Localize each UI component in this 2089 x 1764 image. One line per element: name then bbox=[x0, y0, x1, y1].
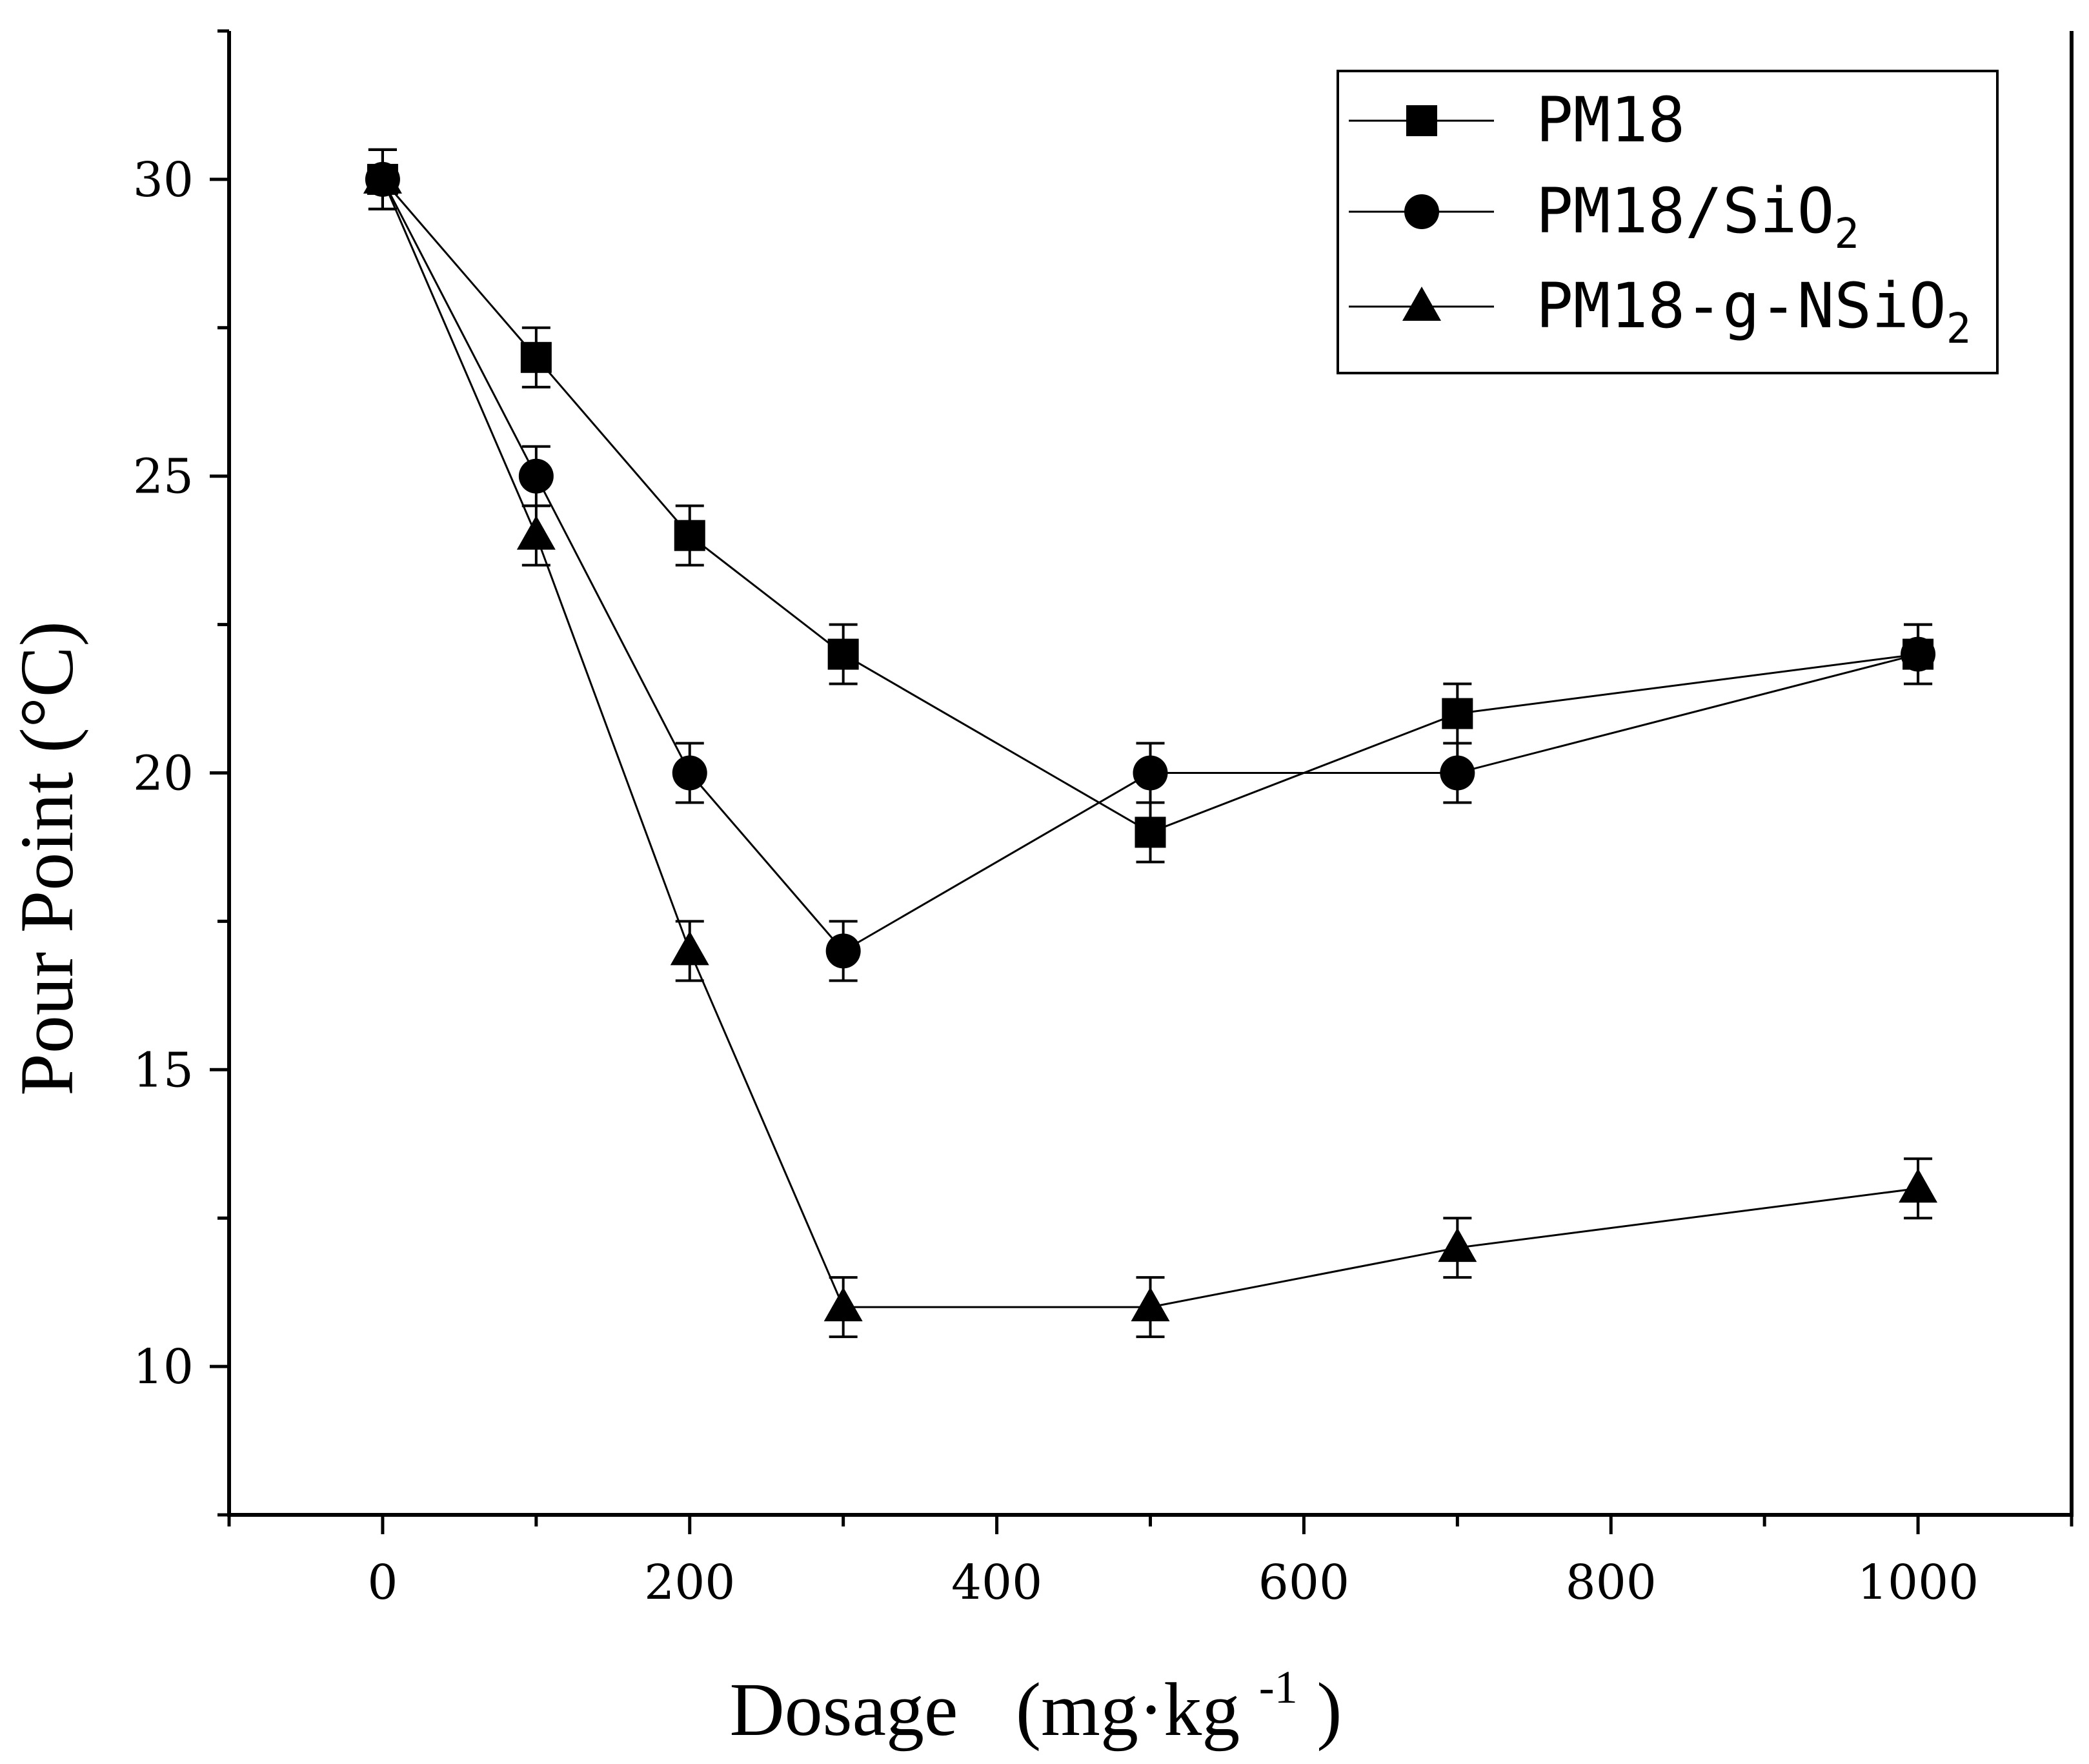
x-tick-label: 0 bbox=[367, 1555, 398, 1610]
data-point bbox=[827, 638, 859, 670]
legend-label: PM18-g-NSiO2 bbox=[1536, 270, 1971, 353]
x-tick-label: 200 bbox=[644, 1555, 735, 1610]
data-point bbox=[1440, 755, 1475, 791]
x-tick-label: 1000 bbox=[1857, 1555, 1979, 1610]
y-tick-label: 15 bbox=[133, 1042, 194, 1098]
data-point bbox=[1442, 698, 1473, 729]
legend-label: PM18 bbox=[1536, 84, 1685, 156]
x-axis: 0 200 400 600 800 1000 bbox=[227, 1515, 2074, 1610]
data-point bbox=[516, 515, 556, 550]
series-2 bbox=[365, 148, 1936, 982]
x-tick-label: 800 bbox=[1566, 1555, 1657, 1610]
data-point bbox=[825, 933, 861, 969]
data-point bbox=[670, 931, 709, 966]
y-tick-label: 20 bbox=[133, 746, 194, 802]
data-point bbox=[1899, 1168, 1938, 1203]
y-tick-label: 25 bbox=[133, 449, 194, 505]
data-point bbox=[1438, 1228, 1477, 1262]
legend-entry-1: PM18 bbox=[1349, 84, 1685, 156]
y-tick-label: 10 bbox=[133, 1339, 194, 1395]
legend-marker bbox=[1404, 194, 1439, 229]
data-point bbox=[520, 341, 552, 373]
legend-marker bbox=[1402, 287, 1441, 321]
x-axis-title-main: Dosage bbox=[729, 1667, 958, 1752]
y-tick-label: 30 bbox=[133, 152, 194, 208]
data-point bbox=[672, 755, 707, 791]
data-point bbox=[823, 1287, 863, 1322]
data-point bbox=[1135, 816, 1166, 848]
x-axis-title-unit: (mg·kg bbox=[1016, 1667, 1240, 1752]
data-point bbox=[1901, 636, 1936, 672]
legend-label: PM18/SiO2 bbox=[1536, 175, 1859, 258]
y-axis-title: Pour Point (°C) bbox=[5, 621, 89, 1096]
legend: PM18 PM18/SiO2 PM18-g-NSiO2 bbox=[1337, 70, 1999, 374]
data-point bbox=[363, 159, 402, 194]
series-3 bbox=[363, 148, 1938, 1339]
data-point bbox=[1131, 1287, 1170, 1322]
x-tick-label: 400 bbox=[951, 1555, 1042, 1610]
data-point bbox=[1133, 755, 1168, 791]
legend-entry-3: PM18-g-NSiO2 bbox=[1349, 270, 1971, 353]
y-axis: 10 15 20 25 30 bbox=[133, 29, 229, 1517]
x-axis-title: Dosage (mg·kg -1 ) bbox=[729, 1635, 1342, 1752]
data-point bbox=[674, 520, 705, 551]
legend-marker bbox=[1406, 105, 1437, 136]
series-layer bbox=[363, 148, 1938, 1339]
data-point bbox=[518, 458, 554, 494]
x-axis-title-superscript: -1 bbox=[1259, 1661, 1298, 1713]
x-axis-title-close: ) bbox=[1317, 1667, 1342, 1752]
x-tick-label: 600 bbox=[1258, 1555, 1349, 1610]
legend-entry-2: PM18/SiO2 bbox=[1349, 175, 1859, 258]
